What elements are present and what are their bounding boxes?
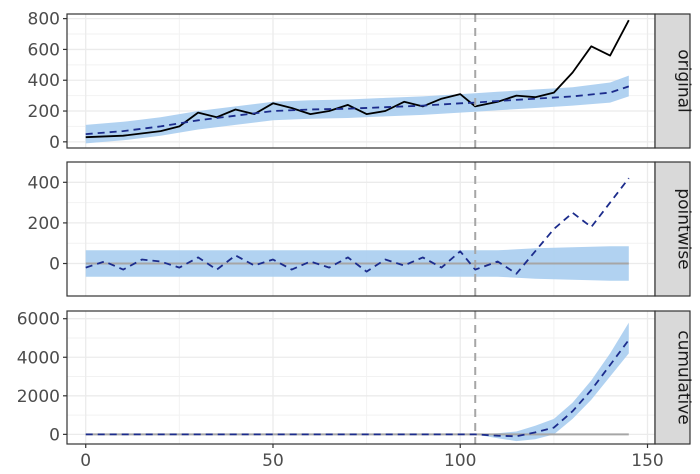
y-tick-label: 2000 xyxy=(17,387,60,407)
strip-label-cumulative: cumulative xyxy=(674,330,694,425)
panel-pointwise: 0 200 400 pointwise xyxy=(28,161,694,297)
y-tick-label: 400 xyxy=(28,173,60,193)
panel-cumulative: 0 2000 4000 6000 cumulative xyxy=(17,310,694,446)
y-tick-label: 4000 xyxy=(17,348,60,368)
series-line-observed xyxy=(85,19,630,139)
panel-background xyxy=(67,311,655,444)
y-tick-label: 6000 xyxy=(17,310,60,330)
x-tick-label: 50 xyxy=(262,451,284,471)
strip-label-pointwise: pointwise xyxy=(674,188,694,269)
strip-box xyxy=(654,161,691,297)
y-tick-label: 200 xyxy=(28,214,60,234)
panels-layer: 0 200 400 600 800 original 0 200 400 pointwise 0 20… xyxy=(17,10,694,446)
y-tick-label: 0 xyxy=(49,133,60,153)
y-tick-label: 400 xyxy=(28,71,60,91)
y-tick-label: 600 xyxy=(28,40,60,60)
strip-label-original: original xyxy=(674,49,694,113)
series-line-effect xyxy=(85,177,630,275)
x-axis: 0 50 100 150 xyxy=(80,444,664,471)
strip-box xyxy=(654,13,691,149)
x-tick-label: 150 xyxy=(631,451,663,471)
y-tick-label: 0 xyxy=(49,255,60,275)
series-line-cumulative_effect xyxy=(85,339,630,438)
series-line-predicted xyxy=(85,85,630,135)
panel-original: 0 200 400 600 800 original xyxy=(28,10,694,153)
x-tick-label: 100 xyxy=(444,451,476,471)
watermark-text: SEO_SEM营销顾问大师 xyxy=(488,452,627,467)
y-tick-label: 200 xyxy=(28,102,60,122)
y-tick-label: 0 xyxy=(49,425,60,445)
y-tick-label: 800 xyxy=(28,10,60,30)
strip-box xyxy=(654,310,691,445)
x-tick-label: 0 xyxy=(80,451,91,471)
